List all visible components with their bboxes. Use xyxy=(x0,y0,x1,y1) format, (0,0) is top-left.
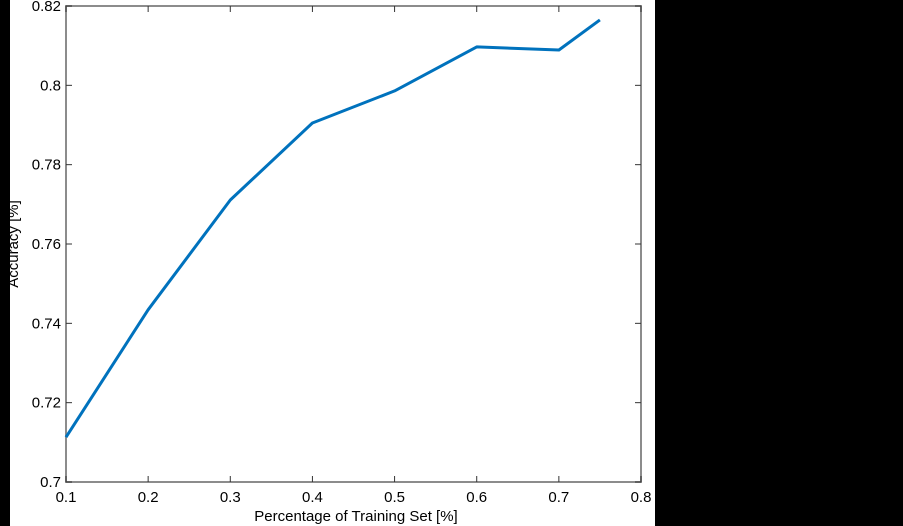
x-tick-label: 0.3 xyxy=(220,489,241,506)
x-tick-label: 0.6 xyxy=(466,489,487,506)
plot-area xyxy=(65,5,642,483)
y-tick-label: 0.78 xyxy=(32,157,61,174)
y-tick-label: 0.74 xyxy=(32,315,61,332)
y-axis-label: Accuracy [%] xyxy=(10,200,22,288)
y-tick-label: 0.82 xyxy=(32,0,61,15)
y-tick-label: 0.76 xyxy=(32,236,61,253)
plot-frame xyxy=(65,5,642,483)
line-chart: 0.70.720.740.760.780.80.82 0.1 0.2 0.3 0.4 0… xyxy=(10,0,652,525)
x-tick-label: 0.8 xyxy=(631,489,652,506)
x-tick-label: 0.7 xyxy=(548,489,569,506)
x-axis-ticks: 0.1 0.2 0.3 0.4 0.5 0.6 0.7 0.8 xyxy=(56,6,652,506)
y-axis-ticks: 0.7 0.72 0.74 0.76 0.78 0.8 0.82 xyxy=(32,0,641,491)
x-tick-label: 0.2 xyxy=(138,489,159,506)
x-tick-label: 0.5 xyxy=(384,489,405,506)
y-tick-label: 0.7 xyxy=(40,474,61,491)
x-axis-label: Percentage of Training Set [%] xyxy=(254,508,457,525)
y-tick-label: 0.8 xyxy=(40,77,61,94)
x-tick-label: 0.4 xyxy=(302,489,323,506)
y-tick-label: 0.72 xyxy=(32,395,61,412)
x-tick-label: 0.1 xyxy=(56,489,77,506)
data-series xyxy=(64,18,601,439)
series-line-accuracy xyxy=(64,18,601,439)
figure: 0.7 0.72 0.74 0.76 0.78 0.8 0.82 0.1 0.2 0.3 0.4 0… xyxy=(10,0,655,526)
